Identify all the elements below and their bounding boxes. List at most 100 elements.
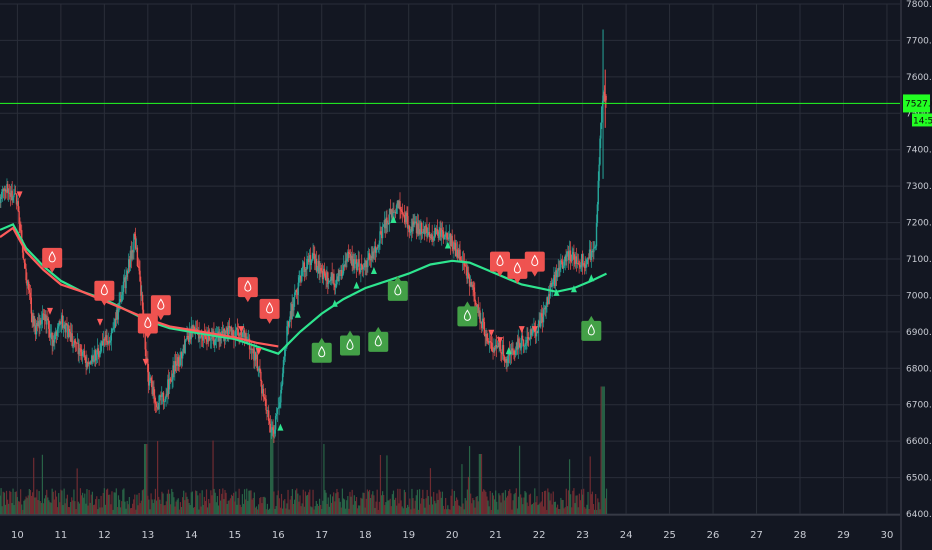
candle-body <box>141 294 144 310</box>
candle-body <box>69 331 72 342</box>
volume-bar <box>51 488 53 514</box>
candle-body <box>94 350 96 359</box>
volume-bar <box>246 488 248 514</box>
sell-tag[interactable] <box>490 251 510 277</box>
candle-body <box>554 274 556 286</box>
sell-tag[interactable] <box>507 258 528 284</box>
candle-body <box>39 320 41 329</box>
volume-bar <box>229 498 232 514</box>
volume-bar <box>295 490 297 514</box>
volume-bar <box>184 500 186 514</box>
candle-body <box>81 351 83 356</box>
candle-body <box>593 248 595 253</box>
drop-icon <box>531 254 539 266</box>
candle-body <box>74 342 77 344</box>
volume-bar <box>598 502 600 514</box>
sell-tag[interactable] <box>524 251 545 277</box>
candle-body <box>530 329 533 336</box>
volume-bar <box>358 505 360 514</box>
candle-body <box>141 294 143 296</box>
candle-body <box>240 332 242 335</box>
volume-bar <box>410 509 412 514</box>
volume-bar <box>277 490 279 514</box>
buy-tag[interactable] <box>457 301 478 327</box>
volume-bar <box>368 489 371 514</box>
candle-body <box>253 349 255 361</box>
y-tick-label: 7600.00 <box>906 73 932 83</box>
candle-body <box>377 246 379 248</box>
candle-body <box>572 252 574 255</box>
buy-tag[interactable] <box>581 315 602 341</box>
volume-bar <box>599 509 601 514</box>
buy-signal-triangle <box>331 299 338 307</box>
candle-body <box>103 338 106 340</box>
buy-signal-triangle <box>353 281 360 289</box>
volume-bar <box>492 495 495 514</box>
y-tick-label: 7700.00 <box>906 36 932 46</box>
buy-tag[interactable] <box>311 337 332 363</box>
sell-tag[interactable] <box>150 295 171 321</box>
candle-body <box>574 256 577 264</box>
candle-body <box>441 230 444 232</box>
volume-bar <box>230 494 233 514</box>
volume-bar <box>434 500 436 514</box>
candle-body <box>374 246 376 252</box>
sell-tag[interactable] <box>237 277 258 303</box>
candle-body <box>161 394 163 397</box>
candle-body <box>86 362 88 367</box>
candle-body <box>34 325 36 327</box>
volume-bar <box>195 490 197 514</box>
sell-tag[interactable] <box>42 247 63 273</box>
candle-body <box>577 263 579 265</box>
buy-tag[interactable] <box>387 275 408 301</box>
volume-bar <box>436 493 438 514</box>
candle-body <box>440 228 442 237</box>
candle-body <box>55 331 58 336</box>
candle-body <box>149 377 152 381</box>
candle-body <box>591 250 593 252</box>
volume-bar <box>298 501 300 514</box>
volume-bar <box>486 496 488 514</box>
candle-body <box>166 394 168 396</box>
volume-bar <box>251 499 253 514</box>
volume-bar <box>396 505 398 514</box>
candle-body <box>438 234 440 238</box>
volume-bar <box>114 492 116 514</box>
volume-bar <box>32 492 34 514</box>
candle-body <box>451 235 453 247</box>
volume-bar <box>166 493 168 514</box>
volume-bar <box>38 491 40 514</box>
volume-bar <box>332 496 334 514</box>
volume-bar <box>550 493 552 514</box>
sell-signal-triangle <box>47 307 53 315</box>
buy-tag[interactable] <box>340 330 360 356</box>
volume-bar <box>324 490 326 514</box>
candle-body <box>291 304 293 320</box>
volume-bar <box>310 506 312 514</box>
volume-bar <box>124 501 126 514</box>
volume-bar <box>36 489 38 514</box>
volume-bar <box>128 497 130 514</box>
volume-bar <box>597 498 599 514</box>
candle-body <box>444 234 446 237</box>
volume-bar <box>116 507 118 514</box>
candle-body <box>274 429 276 434</box>
drop-icon <box>394 283 402 296</box>
candle-body <box>374 246 377 253</box>
sell-tag[interactable] <box>137 313 158 339</box>
candle-body <box>160 395 162 397</box>
volume-bar <box>305 495 308 514</box>
sell-tag[interactable] <box>94 280 115 306</box>
volume-bar <box>72 500 74 514</box>
volume-bar <box>21 504 23 514</box>
candle-body <box>138 266 140 271</box>
volume-bar <box>12 488 14 514</box>
candle-body <box>80 348 82 352</box>
sell-tag[interactable] <box>259 298 280 324</box>
volume-bar <box>427 496 429 514</box>
candle-body <box>587 257 589 260</box>
candle-body <box>479 310 481 323</box>
candle-body <box>452 246 454 250</box>
buy-tag[interactable] <box>368 326 389 352</box>
